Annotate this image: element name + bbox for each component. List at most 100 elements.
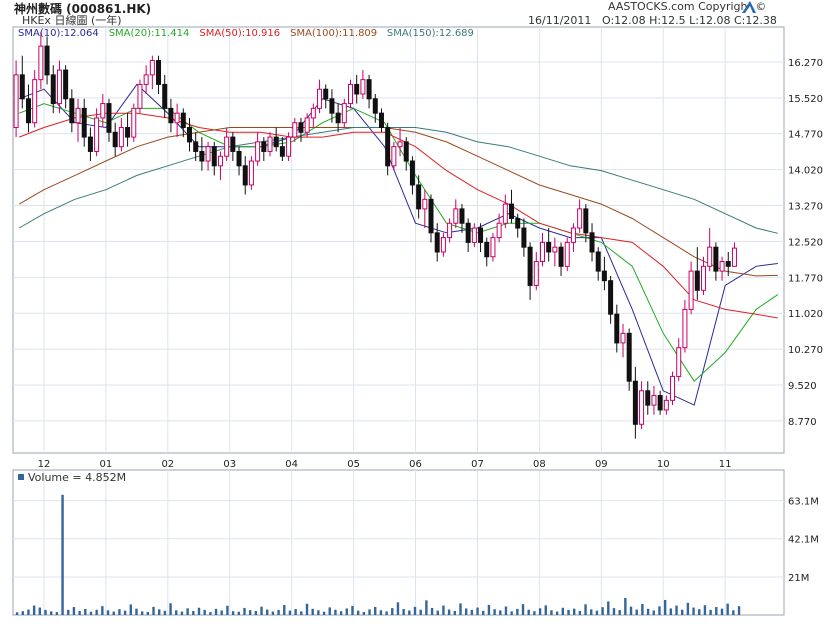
candle-body [670, 375, 676, 401]
month-tick-label: 08 [533, 459, 546, 470]
candle-body [434, 232, 440, 253]
candle-body [428, 198, 434, 234]
volume-bar [629, 606, 633, 615]
volume-bar [197, 607, 201, 615]
candle [515, 213, 521, 238]
candle-body [193, 141, 199, 152]
candle-body [81, 107, 87, 138]
volume-bar [214, 608, 218, 615]
candle [174, 103, 180, 138]
candle-body [217, 155, 223, 167]
month-tick-label: 10 [657, 459, 670, 470]
candle-body [583, 208, 589, 234]
candle-body [199, 150, 205, 162]
price-tick-label: 14.770 [788, 130, 823, 141]
volume-bar [339, 611, 343, 615]
candle [366, 74, 372, 109]
sma-legend-label: SMA(50):10.916 [199, 28, 280, 39]
candle [94, 108, 100, 157]
volume-bar [430, 607, 434, 615]
candle-body [688, 270, 694, 310]
candle-body [570, 227, 576, 243]
price-tick-label: 8.770 [788, 417, 817, 428]
price-tick-label: 13.270 [788, 202, 823, 213]
candle-body [372, 98, 378, 114]
candle [32, 70, 38, 128]
volume-bar [584, 604, 587, 615]
candle [298, 117, 304, 142]
candle-body [310, 107, 316, 119]
volume-bar [618, 610, 621, 615]
volume-bar [425, 600, 428, 615]
volume-bar [550, 610, 553, 615]
candle [50, 65, 56, 114]
candle-body [261, 141, 267, 152]
volume-bar [658, 606, 661, 615]
candle [682, 299, 688, 353]
candle [713, 242, 719, 281]
volume-bar [175, 610, 178, 615]
candle-body [317, 88, 323, 109]
candle-body [94, 117, 100, 152]
price-gridlines [13, 27, 784, 453]
price-tick-label: 10.270 [788, 345, 823, 356]
candle-body [620, 332, 626, 344]
price-tick-label: 14.020 [788, 166, 823, 177]
candle-body [186, 127, 192, 143]
candle [719, 256, 725, 281]
candle [502, 194, 508, 229]
volume-bar [231, 611, 235, 615]
volume-bar [135, 608, 138, 615]
volume-bar [675, 605, 678, 615]
volume-bar [732, 610, 735, 615]
volume-bar [351, 605, 354, 615]
candle [137, 79, 143, 114]
volume-bar [374, 607, 377, 615]
candle-body [87, 136, 93, 152]
candle [236, 146, 242, 176]
candle [626, 328, 632, 391]
volume-tick-label: 42.1M [788, 535, 819, 546]
candle-body [348, 83, 354, 105]
candle-body [131, 107, 137, 138]
candle-body [440, 237, 446, 253]
volume-bar [476, 607, 479, 615]
volume-bar [55, 612, 59, 615]
volume-bar [277, 609, 280, 615]
volume-bar [266, 609, 269, 615]
candle-body [174, 112, 180, 124]
candle-body [211, 146, 217, 167]
candle-body [515, 217, 521, 229]
volume-bar [686, 602, 690, 615]
volume-bar [499, 610, 502, 615]
volume-bar [447, 609, 451, 615]
volume-bar [129, 604, 132, 615]
candle-body [69, 98, 75, 124]
candle [614, 304, 620, 353]
candle [273, 127, 279, 152]
candle [453, 199, 459, 229]
volume-bar [288, 610, 292, 615]
volume-bar [578, 611, 582, 615]
candle-body [589, 232, 595, 253]
candle [391, 141, 397, 171]
candle-body [700, 265, 706, 291]
volume-bar [300, 611, 303, 615]
candle-body [502, 203, 508, 224]
sma-legend-label: SMA(10):12.064 [18, 28, 99, 39]
volume-bar [607, 601, 610, 615]
candle-body [248, 160, 254, 186]
candle [242, 156, 248, 195]
volume-bar [140, 611, 144, 615]
volume-bar [402, 609, 405, 615]
candle-body [416, 184, 422, 210]
candle-body [149, 60, 155, 76]
volume-bar [243, 607, 246, 615]
candle-body [725, 261, 731, 267]
candle [521, 218, 527, 257]
candle [632, 366, 638, 439]
volume-bar [123, 610, 127, 615]
volume-bar [396, 602, 400, 615]
volume-bar [601, 607, 604, 615]
candle-body [378, 112, 384, 129]
